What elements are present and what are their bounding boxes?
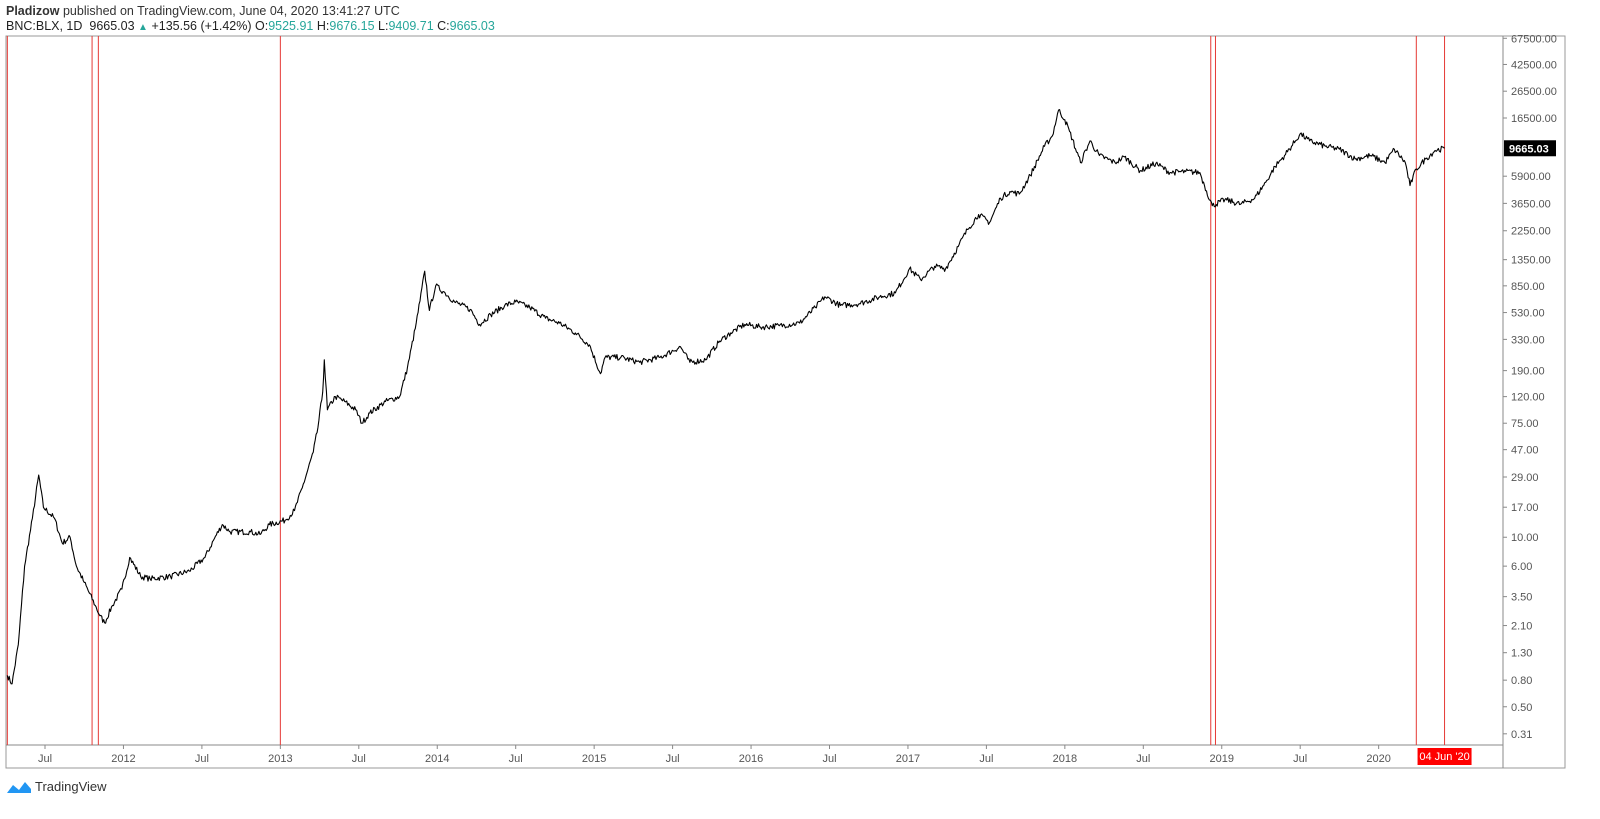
x-tick-label: Jul: [1293, 753, 1307, 765]
y-tick-label: 17.00: [1511, 502, 1539, 514]
high-label: H:: [316, 19, 330, 33]
x-tick-label: Jul: [666, 753, 680, 765]
x-tick-label: 2012: [111, 753, 135, 765]
open-label: O:: [255, 19, 269, 33]
x-tick-label: Jul: [195, 753, 209, 765]
y-tick-label: 2.10: [1511, 621, 1532, 633]
y-tick-label: 0.80: [1511, 675, 1532, 687]
x-tick-label: Jul: [1136, 753, 1150, 765]
x-tick-label: Jul: [822, 753, 836, 765]
publish-info: Pladizow published on TradingView.com, J…: [6, 4, 400, 18]
price-series-line: [6, 109, 1445, 685]
x-tick-label: 2020: [1366, 753, 1390, 765]
y-tick-label: 42500.00: [1511, 59, 1557, 71]
publish-text: published on TradingView.com, June 04, 2…: [62, 4, 400, 18]
y-tick-label: 0.31: [1511, 729, 1532, 741]
y-tick-label: 67500.00: [1511, 33, 1557, 45]
brand-name: TradingView: [35, 779, 107, 794]
y-tick-label: 10.00: [1511, 532, 1539, 544]
y-tick-label: 1350.00: [1511, 255, 1551, 267]
x-tick-label: 2014: [425, 753, 449, 765]
y-tick-label: 75.00: [1511, 418, 1539, 430]
x-tick-label: Jul: [979, 753, 993, 765]
x-tick-label: Jul: [352, 753, 366, 765]
y-tick-label: 47.00: [1511, 445, 1539, 457]
tradingview-logo-icon: [7, 781, 31, 793]
close-label: C:: [437, 19, 450, 33]
y-tick-label: 3650.00: [1511, 198, 1551, 210]
x-tick-label: 2019: [1210, 753, 1234, 765]
x-tick-label: Jul: [509, 753, 523, 765]
close-value: 9665.03: [449, 19, 495, 33]
x-tick-label: 2013: [268, 753, 292, 765]
x-tick-label: 2017: [896, 753, 920, 765]
current-date-badge-label: 04 Jun '20: [1419, 751, 1469, 763]
last-price-badge: [1504, 140, 1556, 157]
y-tick-label: 5900.00: [1511, 171, 1551, 183]
y-tick-label: 16500.00: [1511, 113, 1557, 125]
y-tick-label: 1.30: [1511, 648, 1532, 660]
y-tick-label: 26500.00: [1511, 86, 1557, 98]
chart-frame: [5, 35, 1566, 769]
last-price: 9665.03: [89, 19, 135, 33]
author-name[interactable]: Pladizow: [6, 4, 60, 18]
y-tick-label: 850.00: [1511, 281, 1545, 293]
x-tick-label: 2016: [739, 753, 763, 765]
y-tick-label: 330.00: [1511, 334, 1545, 346]
open-value: 9525.91: [268, 19, 314, 33]
up-arrow-icon: ▲: [138, 22, 148, 33]
low-label: L:: [378, 19, 389, 33]
y-tick-label: 190.00: [1511, 366, 1545, 378]
y-tick-label: 3.50: [1511, 592, 1532, 604]
symbol-label: BNC:BLX, 1D: [6, 19, 83, 33]
current-date-badge: [1417, 748, 1472, 765]
x-tick-label: Jul: [38, 753, 52, 765]
y-tick-label: 120.00: [1511, 392, 1545, 404]
x-tick-label: 2015: [582, 753, 606, 765]
x-tick-label: 2018: [1053, 753, 1077, 765]
y-tick-label: 2250.00: [1511, 226, 1551, 238]
low-value: 9409.71: [388, 19, 434, 33]
last-price-badge-label: 9665.03: [1509, 143, 1549, 155]
y-tick-label: 6.00: [1511, 561, 1532, 573]
y-tick-label: 0.50: [1511, 702, 1532, 714]
ohlc-legend: BNC:BLX, 1D 9665.03 ▲ +135.56 (+1.42%) O…: [6, 19, 495, 33]
y-tick-label: 29.00: [1511, 472, 1539, 484]
price-change: +135.56 (+1.42%): [151, 19, 252, 33]
tradingview-logo[interactable]: TradingView: [6, 779, 107, 794]
high-value: 9676.15: [329, 19, 375, 33]
y-tick-label: 530.00: [1511, 308, 1545, 320]
